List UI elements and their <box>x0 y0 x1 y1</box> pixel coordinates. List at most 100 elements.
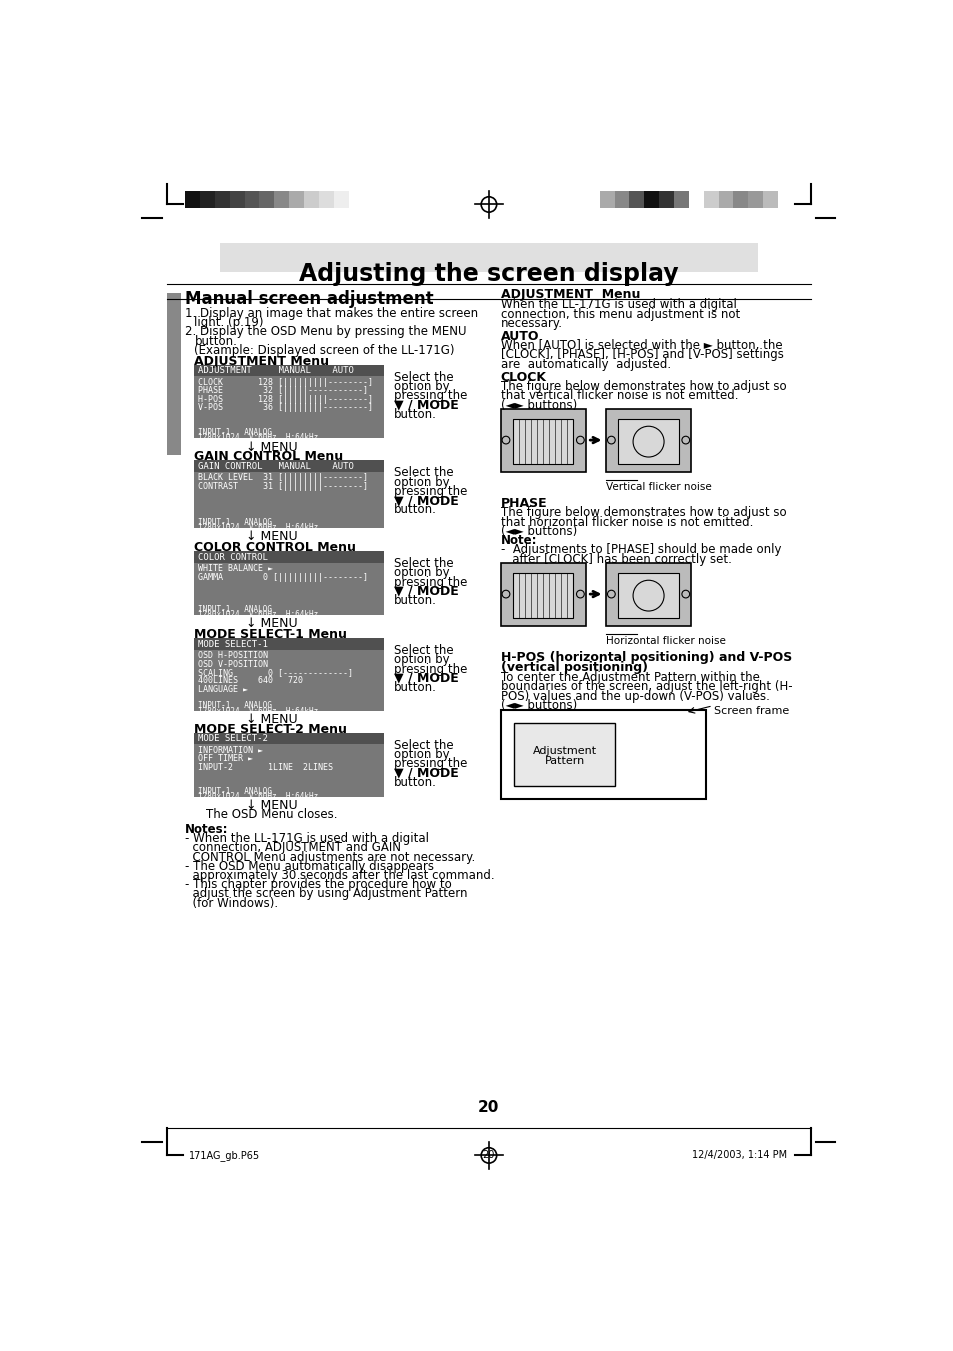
Text: ADJUSTMENT  Menu: ADJUSTMENT Menu <box>500 288 639 301</box>
Bar <box>194 551 384 562</box>
Text: 1280x1024  V:60Hz  H:64kHz: 1280x1024 V:60Hz H:64kHz <box>197 611 317 619</box>
Text: Pattern: Pattern <box>544 755 584 766</box>
Text: Screen frame: Screen frame <box>714 705 789 716</box>
Bar <box>618 419 679 463</box>
Text: button.: button. <box>394 775 436 789</box>
Text: BLACK LEVEL  31 [||||||||--------]: BLACK LEVEL 31 [||||||||--------] <box>197 473 367 482</box>
Bar <box>304 190 318 208</box>
Bar <box>194 461 384 471</box>
Text: 1280x1024  V:60Hz  H:64kHz: 1280x1024 V:60Hz H:64kHz <box>197 523 317 532</box>
Text: 171AG_gb.P65: 171AG_gb.P65 <box>189 1150 260 1161</box>
Text: (vertical positioning): (vertical positioning) <box>500 661 647 674</box>
Text: 2. Display the OSD Menu by pressing the MENU: 2. Display the OSD Menu by pressing the … <box>185 326 466 338</box>
Text: SCALING       0 [-------------]: SCALING 0 [-------------] <box>197 667 353 677</box>
Text: 1280x1024  V:60Hz  H:64kHz: 1280x1024 V:60Hz H:64kHz <box>197 792 317 801</box>
Text: CONTROL Menu adjustments are not necessary.: CONTROL Menu adjustments are not necessa… <box>185 851 475 863</box>
Bar <box>185 190 200 208</box>
Text: 400LINES    640   720: 400LINES 640 720 <box>197 677 302 685</box>
Text: (Example: Displayed screen of the LL-171G): (Example: Displayed screen of the LL-171… <box>194 345 455 357</box>
Text: pressing the: pressing the <box>394 758 467 770</box>
Text: GAIN CONTROL Menu: GAIN CONTROL Menu <box>194 450 343 463</box>
Text: necessary.: necessary. <box>500 317 562 330</box>
Text: Horizontal flicker noise: Horizontal flicker noise <box>605 636 725 646</box>
Text: Note:: Note: <box>500 534 537 547</box>
Bar <box>289 190 304 208</box>
Text: 1280x1024  V:60Hz  H:64kHz: 1280x1024 V:60Hz H:64kHz <box>197 434 317 442</box>
Text: -  Adjustments to [PHASE] should be made only: - Adjustments to [PHASE] should be made … <box>500 543 781 557</box>
Bar <box>500 562 585 626</box>
Text: Select the: Select the <box>394 644 454 657</box>
Text: Notes:: Notes: <box>185 823 229 836</box>
Bar <box>513 573 573 617</box>
Bar <box>230 190 244 208</box>
Bar <box>334 190 348 208</box>
Text: V-POS        36 [||||||||---------]: V-POS 36 [||||||||---------] <box>197 403 372 412</box>
Text: option by: option by <box>394 476 450 489</box>
Text: (for Windows).: (for Windows). <box>185 897 278 909</box>
Text: Manual screen adjustment: Manual screen adjustment <box>185 290 434 308</box>
Text: Adjusting the screen display: Adjusting the screen display <box>299 262 678 286</box>
Text: option by: option by <box>394 380 450 393</box>
Bar <box>194 365 384 438</box>
Text: Select the: Select the <box>394 739 454 753</box>
Text: INPUT-1   ANALOG: INPUT-1 ANALOG <box>197 701 272 711</box>
Text: ↓ MENU: ↓ MENU <box>246 530 297 543</box>
Text: INPUT-1   ANALOG: INPUT-1 ANALOG <box>197 517 272 527</box>
Text: POS) values and the up-down (V-POS) values.: POS) values and the up-down (V-POS) valu… <box>500 689 769 703</box>
Text: PHASE        32 [|||||-----------]: PHASE 32 [|||||-----------] <box>197 386 367 396</box>
Text: that horizontal flicker noise is not emitted.: that horizontal flicker noise is not emi… <box>500 516 752 528</box>
Bar <box>629 190 643 208</box>
Text: button.: button. <box>394 681 436 694</box>
Bar <box>348 190 363 208</box>
Bar <box>605 408 691 471</box>
Bar <box>599 190 614 208</box>
Text: connection, ADJUSTMENT and GAIN: connection, ADJUSTMENT and GAIN <box>185 842 400 854</box>
Text: Vertical flicker noise: Vertical flicker noise <box>605 482 711 492</box>
Text: When the LL-171G is used with a digital: When the LL-171G is used with a digital <box>500 299 736 312</box>
Text: The figure below demonstrates how to adjust so: The figure below demonstrates how to adj… <box>500 507 785 519</box>
Bar <box>194 365 384 376</box>
Text: PHASE: PHASE <box>500 497 547 511</box>
Text: Adjustment: Adjustment <box>533 746 597 755</box>
Bar <box>200 190 214 208</box>
Text: MODE SELECT-1 Menu: MODE SELECT-1 Menu <box>194 628 347 640</box>
Text: OSD H-POSITION: OSD H-POSITION <box>197 651 267 661</box>
Text: INFORMATION ►: INFORMATION ► <box>197 746 262 755</box>
Text: 20: 20 <box>482 1150 495 1161</box>
Text: WHITE BALANCE ►: WHITE BALANCE ► <box>197 565 273 573</box>
Text: button.: button. <box>194 335 237 347</box>
Bar <box>514 723 615 786</box>
Text: Select the: Select the <box>394 557 454 570</box>
Bar <box>220 243 757 273</box>
Bar <box>762 190 778 208</box>
Text: button.: button. <box>394 594 436 607</box>
Bar <box>500 408 585 471</box>
Bar <box>733 190 747 208</box>
Text: CLOCK: CLOCK <box>500 370 546 384</box>
Text: 20: 20 <box>477 1100 499 1115</box>
Text: button.: button. <box>394 408 436 420</box>
Bar <box>194 732 384 797</box>
Text: option by: option by <box>394 748 450 761</box>
Bar <box>194 732 384 744</box>
Text: Select the: Select the <box>394 370 454 384</box>
Bar <box>194 461 384 528</box>
Text: OSD V-POSITION: OSD V-POSITION <box>197 659 267 669</box>
Text: light. (p.19): light. (p.19) <box>194 316 264 330</box>
Text: button.: button. <box>394 503 436 516</box>
Bar <box>259 190 274 208</box>
Text: ↓ MENU: ↓ MENU <box>246 440 297 454</box>
Bar <box>747 190 762 208</box>
Text: H-POS (horizontal positioning) and V-POS: H-POS (horizontal positioning) and V-POS <box>500 651 791 665</box>
Bar <box>643 190 659 208</box>
Text: OFF TIMER ►: OFF TIMER ► <box>197 754 253 763</box>
Bar <box>194 638 384 711</box>
Text: adjust the screen by using Adjustment Pattern: adjust the screen by using Adjustment Pa… <box>185 888 467 901</box>
Bar <box>500 711 705 798</box>
Text: 1. Display an image that makes the entire screen: 1. Display an image that makes the entir… <box>185 307 477 320</box>
Text: MODE SELECT-2: MODE SELECT-2 <box>197 734 267 743</box>
Bar <box>659 190 674 208</box>
Text: MODE SELECT-2 Menu: MODE SELECT-2 Menu <box>194 723 347 736</box>
Text: COLOR CONTROL Menu: COLOR CONTROL Menu <box>194 540 355 554</box>
Text: ▼ / MODE: ▼ / MODE <box>394 766 458 780</box>
